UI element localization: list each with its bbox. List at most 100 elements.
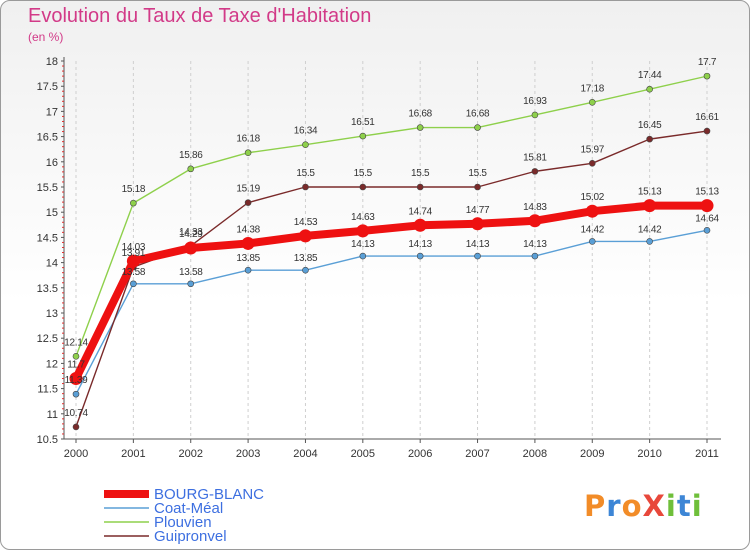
data-label: 15.86 [179, 150, 203, 161]
data-label: 10.74 [64, 408, 88, 419]
data-label: 15.18 [122, 184, 146, 195]
data-point [244, 266, 252, 274]
y-tick-label: 17 [46, 106, 58, 118]
chart-subtitle: (en %) [28, 30, 64, 44]
y-minor-tick [62, 241, 64, 243]
data-label: 17.7 [698, 57, 717, 68]
data-point [244, 149, 252, 157]
y-minor-tick [62, 171, 64, 173]
x-tick-label: 2004 [293, 448, 317, 460]
data-point [130, 199, 137, 207]
data-point [588, 99, 596, 106]
y-tick-label: 11.5 [37, 384, 58, 396]
y-minor-tick [62, 100, 64, 102]
y-minor-tick [62, 272, 64, 274]
data-label: 17.18 [581, 83, 605, 94]
data-point [531, 168, 539, 175]
data-point [700, 199, 714, 213]
y-minor-tick [62, 115, 64, 117]
data-point [643, 199, 657, 213]
data-point [359, 132, 367, 140]
series-lines [69, 72, 714, 431]
y-minor-tick [62, 146, 64, 148]
x-tick-label: 2006 [408, 448, 432, 460]
data-label: 14.13 [466, 239, 490, 250]
data-label: 16.93 [523, 96, 547, 107]
data-point [416, 124, 424, 131]
data-label: 11.7 [67, 360, 85, 371]
y-minor-tick [62, 231, 64, 233]
y-minor-tick [62, 408, 64, 410]
y-tick-label: 16 [46, 157, 58, 169]
legend-label: Guipronvel [154, 528, 227, 545]
y-minor-tick [62, 403, 64, 405]
data-point [184, 241, 198, 255]
y-minor-tick [62, 317, 64, 319]
data-point [474, 124, 481, 131]
y-minor-tick [62, 393, 64, 395]
y-minor-tick [62, 257, 64, 259]
data-point [302, 141, 309, 148]
y-minor-tick [62, 65, 64, 67]
data-point [646, 85, 653, 93]
data-point [528, 214, 542, 228]
y-minor-tick [62, 226, 64, 228]
data-label: 13.91 [122, 248, 146, 259]
y-minor-tick [62, 201, 64, 203]
x-tick-label: 2010 [637, 448, 661, 460]
data-point [72, 390, 80, 398]
y-minor-tick [62, 131, 64, 133]
data-label: 16.68 [466, 109, 490, 120]
x-tick-label: 2002 [178, 448, 202, 460]
data-point [187, 165, 195, 173]
x-tick-label: 2007 [465, 448, 489, 460]
y-minor-tick [62, 206, 64, 208]
y-minor-tick [62, 156, 64, 158]
y-minor-tick [62, 80, 64, 82]
data-label: 13.58 [122, 267, 146, 278]
data-label: 15.5 [468, 168, 487, 179]
data-label: 14.64 [695, 213, 719, 224]
logo-letter: P [584, 489, 607, 523]
x-tick-label: 2000 [64, 448, 88, 460]
data-point [356, 224, 370, 238]
legend-label: Plouvien [154, 514, 212, 531]
data-label: 14.63 [351, 212, 375, 223]
data-point [72, 353, 80, 360]
y-minor-tick [62, 352, 64, 354]
series-line [75, 130, 708, 428]
y-minor-tick [62, 292, 64, 294]
data-point [302, 266, 309, 274]
y-minor-tick [62, 332, 64, 334]
data-point [302, 183, 309, 191]
x-tick-label: 2001 [121, 448, 145, 460]
data-point [187, 280, 195, 288]
y-minor-tick [62, 342, 64, 344]
logo-letter: X [642, 489, 666, 523]
data-point [471, 217, 485, 231]
logo-letter: r [606, 489, 622, 523]
data-label: 16.45 [638, 120, 662, 131]
data-label: 16.68 [408, 109, 432, 120]
y-minor-tick [62, 216, 64, 218]
y-tick-label: 16.5 [37, 132, 58, 144]
y-minor-tick [62, 246, 64, 248]
y-minor-tick [62, 90, 64, 92]
axes: 10.5 11 11.5 12 12.5 13 13.5 14 14.5 15 15.5 16 16.5… [37, 56, 721, 460]
data-label: 14.13 [408, 239, 432, 250]
data-label: 15.19 [236, 184, 260, 195]
y-minor-tick [62, 282, 64, 284]
data-label: 15.81 [523, 152, 547, 163]
y-minor-tick [62, 95, 64, 97]
y-minor-tick [62, 176, 64, 178]
y-minor-tick [62, 307, 64, 309]
data-point [241, 236, 255, 250]
data-point [474, 252, 481, 260]
y-tick-label: 13 [46, 308, 58, 320]
data-label: 14.83 [523, 202, 547, 213]
y-minor-tick [62, 166, 64, 168]
x-tick-label: 2003 [236, 448, 260, 460]
